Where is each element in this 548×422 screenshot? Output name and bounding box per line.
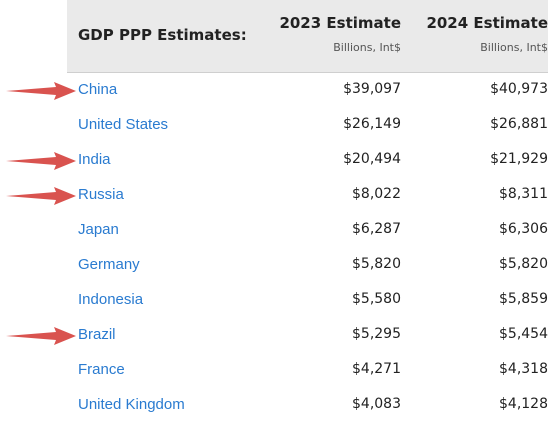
country-link[interactable]: United Kingdom	[78, 396, 185, 413]
red-arrow-icon	[6, 82, 76, 100]
value-2024: $40,973	[490, 81, 548, 97]
value-2024: $4,128	[499, 396, 548, 412]
table-row: Indonesia $5,580 $5,859	[67, 283, 548, 318]
column-unit-2023: Billions, Int$	[333, 41, 401, 54]
country-link[interactable]: Germany	[78, 256, 140, 273]
gdp-table: GDP PPP Estimates: 2023 Estimate Billion…	[67, 0, 548, 422]
value-2023: $26,149	[343, 116, 401, 132]
table-row: France $4,271 $4,318	[67, 353, 548, 388]
value-2024: $6,306	[499, 221, 548, 237]
value-2024: $4,318	[499, 361, 548, 377]
country-link[interactable]: China	[78, 81, 118, 98]
table-row: Germany $5,820 $5,820	[67, 248, 548, 283]
table-title: GDP PPP Estimates:	[78, 26, 247, 44]
value-2023: $4,271	[352, 361, 401, 377]
value-2023: $5,820	[352, 256, 401, 272]
value-2023: $4,083	[352, 396, 401, 412]
red-arrow-icon	[6, 152, 76, 170]
table-body: China $39,097 $40,973 United States $26,149 $…	[67, 73, 548, 422]
value-2024: $8,311	[499, 186, 548, 202]
table-row: India $20,494 $21,929	[67, 143, 548, 178]
table-header: GDP PPP Estimates: 2023 Estimate Billion…	[67, 0, 548, 73]
table-row: United Kingdom $4,083 $4,128	[67, 388, 548, 422]
column-header-2023: 2023 Estimate Billions, Int$	[279, 14, 401, 54]
table-row: Brazil $5,295 $5,454	[67, 318, 548, 353]
table-row: China $39,097 $40,973	[67, 73, 548, 108]
value-2023: $39,097	[343, 81, 401, 97]
column-label-2024: 2024 Estimate	[426, 14, 548, 32]
country-link[interactable]: United States	[78, 116, 169, 133]
value-2023: $8,022	[352, 186, 401, 202]
country-link[interactable]: Brazil	[78, 326, 116, 343]
value-2023: $20,494	[343, 151, 401, 167]
country-link[interactable]: France	[78, 361, 125, 378]
value-2023: $5,580	[352, 291, 401, 307]
value-2024: $21,929	[490, 151, 548, 167]
value-2024: $5,859	[499, 291, 548, 307]
column-label-2023: 2023 Estimate	[279, 14, 401, 32]
country-link[interactable]: Japan	[78, 221, 119, 238]
column-unit-2024: Billions, Int$	[480, 41, 548, 54]
table-row: Japan $6,287 $6,306	[67, 213, 548, 248]
value-2024: $5,454	[499, 326, 548, 342]
red-arrow-icon	[6, 187, 76, 205]
table-row: United States $26,149 $26,881	[67, 108, 548, 143]
column-header-2024: 2024 Estimate Billions, Int$	[426, 14, 548, 54]
country-link[interactable]: India	[78, 151, 111, 168]
country-link[interactable]: Russia	[78, 186, 124, 203]
red-arrow-icon	[6, 327, 76, 345]
value-2024: $26,881	[490, 116, 548, 132]
country-link[interactable]: Indonesia	[78, 291, 144, 308]
value-2024: $5,820	[499, 256, 548, 272]
value-2023: $5,295	[352, 326, 401, 342]
table-row: Russia $8,022 $8,311	[67, 178, 548, 213]
value-2023: $6,287	[352, 221, 401, 237]
